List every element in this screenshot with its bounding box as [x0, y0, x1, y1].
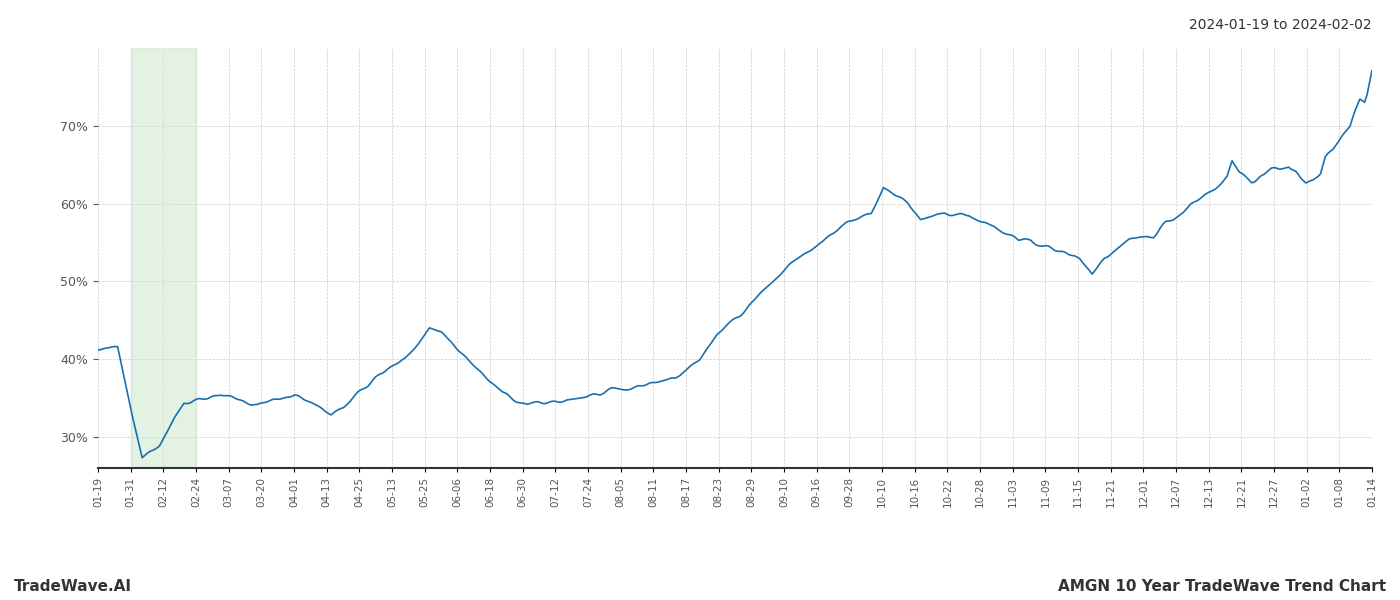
Bar: [130, 48, 196, 468]
Text: TradeWave.AI: TradeWave.AI: [14, 579, 132, 594]
Text: AMGN 10 Year TradeWave Trend Chart: AMGN 10 Year TradeWave Trend Chart: [1058, 579, 1386, 594]
Text: 2024-01-19 to 2024-02-02: 2024-01-19 to 2024-02-02: [1190, 18, 1372, 32]
